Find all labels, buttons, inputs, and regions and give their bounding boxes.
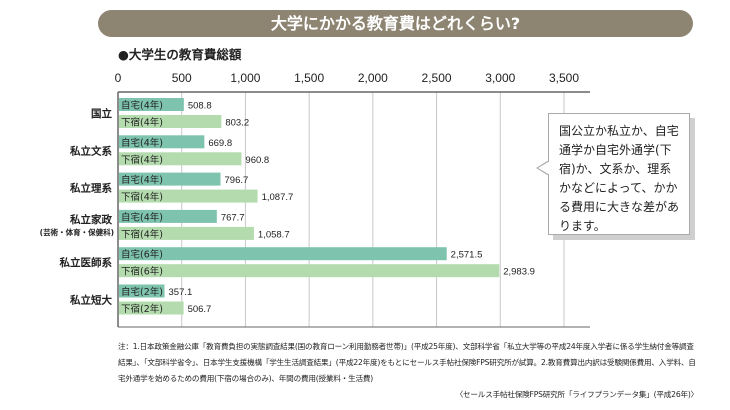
bar xyxy=(119,247,447,261)
category-label: 私立理系 xyxy=(69,182,112,195)
bar xyxy=(119,264,500,278)
data-label: 796.7 xyxy=(225,175,249,186)
bar xyxy=(119,115,222,128)
x-tick-label: 2,000 xyxy=(358,71,388,85)
callout-box: 国公立か私立か、自宅通学か自宅外通学(下宿)か、文系か、理系かなどによって、かか… xyxy=(548,113,690,235)
category-sublabel: (芸術・体育・保健科) xyxy=(40,227,114,237)
category-label: 国立 xyxy=(91,107,112,120)
x-tick-label: 1,500 xyxy=(294,71,324,85)
data-label: 803.2 xyxy=(225,118,249,129)
title-banner: 大学にかかる教育費はどれくらい? xyxy=(98,10,693,37)
bar-inner-label: 下宿(4年) xyxy=(121,191,163,203)
bar xyxy=(119,209,217,223)
bar-inner-label: 自宅(4年) xyxy=(121,174,163,186)
bar xyxy=(119,135,205,149)
data-label: 669.8 xyxy=(208,138,232,149)
bar-inner-label: 自宅(6年) xyxy=(121,249,163,261)
callout-pointer-fill xyxy=(538,161,550,175)
note-text: 注：1.日本政策金融公庫「教育費負担の実態調査結果(国の教育ローン利用勤務者世帯… xyxy=(118,342,696,383)
data-label: 1,087.7 xyxy=(262,192,294,203)
category-label: 私立短大 xyxy=(69,294,112,307)
x-tick-label: 0 xyxy=(115,71,122,85)
bar xyxy=(119,189,258,203)
data-label: 960.8 xyxy=(245,155,269,166)
category-label: 私立文系 xyxy=(69,144,112,157)
bar-inner-label: 自宅(4年) xyxy=(121,100,163,112)
footnote: 注：1.日本政策金融公庫「教育費負担の実態調査結果(国の教育ローン利用勤務者世帯… xyxy=(118,339,698,403)
bar-inner-label: 下宿(4年) xyxy=(121,154,163,166)
bar-inner-label: 下宿(6年) xyxy=(121,266,163,278)
x-tick-label: 3,500 xyxy=(549,71,579,85)
data-label: 767.7 xyxy=(221,212,245,223)
data-label: 357.1 xyxy=(169,287,193,298)
data-label: 506.7 xyxy=(188,304,212,315)
data-label: 2,571.5 xyxy=(451,250,483,261)
category-label: 私立医師系 xyxy=(59,256,113,269)
bar xyxy=(119,152,242,166)
bar-inner-label: 自宅(4年) xyxy=(121,211,163,223)
chart-title: ●大学生の教育費総額 xyxy=(118,47,242,62)
bar-inner-label: 下宿(4年) xyxy=(121,117,163,129)
data-label: 2,983.9 xyxy=(503,267,535,278)
x-tick-label: 3,000 xyxy=(485,71,515,85)
bar-inner-label: 自宅(4年) xyxy=(121,137,163,149)
bar xyxy=(119,98,184,111)
bar-inner-label: 自宅(2年) xyxy=(121,286,163,298)
x-tick-label: 1,000 xyxy=(230,71,260,85)
x-tick-label: 2,500 xyxy=(422,71,452,85)
source-text: 〈セールス手帖社保険FPS研究所「ライフプランデータ集」(平成26年)〉 xyxy=(455,390,699,399)
bar-inner-label: 下宿(4年) xyxy=(121,228,163,240)
data-label: 1,058.7 xyxy=(258,229,290,240)
bar xyxy=(119,284,165,298)
bar-inner-label: 下宿(2年) xyxy=(121,303,163,315)
data-label: 508.8 xyxy=(188,101,212,112)
category-label: 私立家政 xyxy=(69,213,112,226)
x-tick-label: 500 xyxy=(172,71,192,85)
bar xyxy=(119,226,254,240)
bar xyxy=(119,172,221,186)
bar xyxy=(119,301,184,315)
